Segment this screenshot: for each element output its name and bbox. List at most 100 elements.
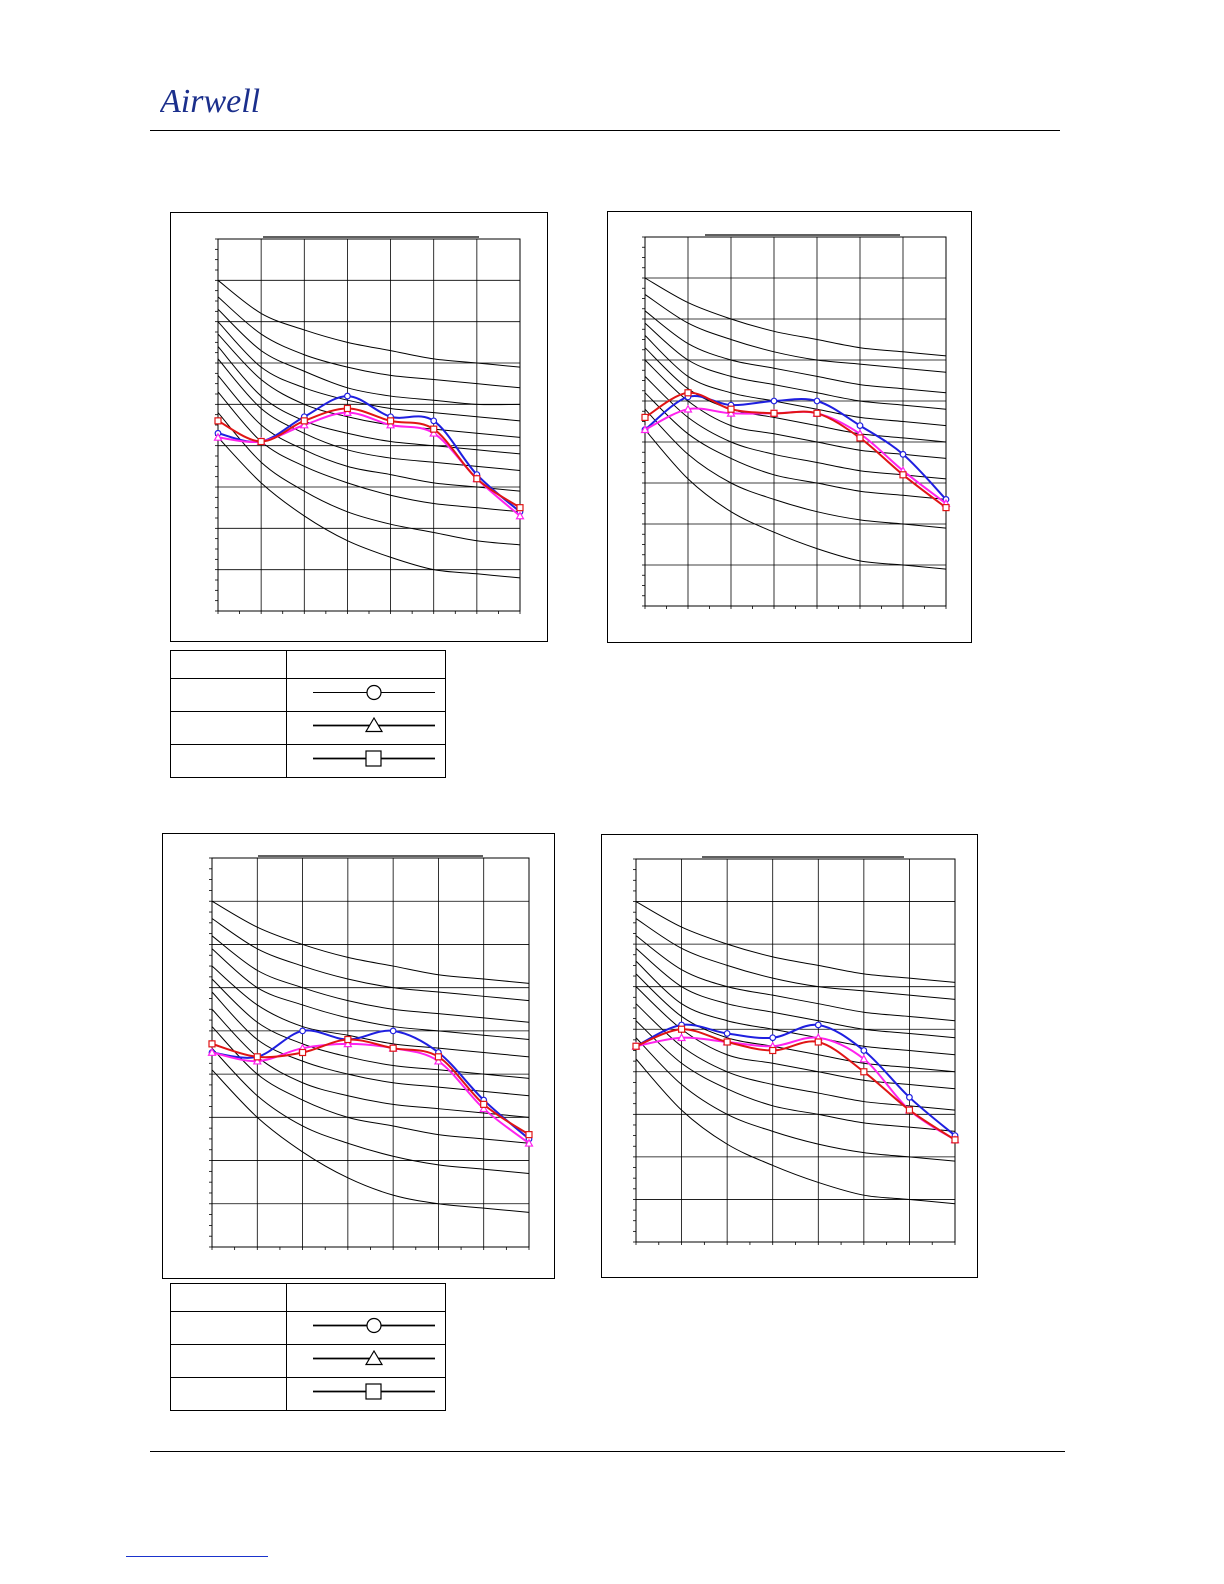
data-point-square: [386, 417, 395, 425]
data-point-triangle: [213, 432, 223, 441]
characteristic-curve: [217, 279, 521, 368]
data-point-square: [516, 504, 524, 512]
characteristic-curve: [217, 308, 521, 406]
legend-row: [170, 744, 446, 778]
characteristic-curve: [217, 412, 521, 546]
chart-panel-top-left: [170, 212, 548, 642]
data-point-square: [814, 1038, 822, 1046]
data-point-circle: [860, 1047, 868, 1054]
series-line-blue: [635, 1023, 956, 1137]
data-point-triangle: [207, 1047, 217, 1056]
plot-area: [217, 238, 521, 612]
legend-label: [170, 711, 287, 745]
series-line-red: [217, 407, 521, 509]
characteristic-curve: [217, 296, 521, 389]
characteristic-curve: [211, 1026, 530, 1144]
data-point-triangle: [677, 1032, 687, 1042]
legend-row: [170, 1377, 446, 1411]
legend-label: [170, 744, 287, 778]
data-point-circle: [769, 1034, 777, 1042]
data-point-triangle: [342, 407, 352, 416]
legend-row: [170, 678, 446, 712]
chart-panel-bottom-right: [601, 834, 978, 1278]
characteristic-curve: [635, 1037, 956, 1162]
data-point-square: [208, 1040, 216, 1048]
data-point-circle: [814, 1021, 822, 1029]
characteristic-curve: [211, 918, 530, 1002]
data-point-square: [257, 437, 265, 446]
data-point-circle: [344, 392, 351, 400]
characteristic-curve: [211, 1047, 530, 1175]
characteristic-curve: [211, 978, 530, 1079]
chart-bottom-right: [631, 856, 960, 1245]
series-line-red: [211, 1038, 530, 1136]
data-point-square: [344, 1035, 352, 1044]
data-point-triangle: [859, 1054, 869, 1063]
data-point-triangle: [252, 1056, 262, 1065]
series-line-red: [635, 1028, 956, 1141]
data-point-square: [951, 1136, 959, 1144]
square-symbol: [313, 750, 435, 767]
footer-rule: [150, 1451, 1065, 1452]
characteristic-curve: [211, 900, 530, 984]
characteristic-curve: [635, 986, 956, 1090]
characteristic-curve: [211, 935, 530, 1023]
data-point-triangle: [343, 1039, 353, 1048]
data-point-square: [677, 1025, 686, 1033]
legend-label: [170, 1311, 287, 1345]
data-point-triangle: [515, 511, 525, 520]
data-point-square: [769, 1046, 777, 1055]
characteristic-curve: [217, 346, 521, 455]
chart-top-right: [640, 234, 951, 609]
circle-symbol: [313, 1317, 435, 1334]
chart-panel-top-right: [607, 211, 972, 643]
data-point-square: [684, 389, 692, 397]
characteristic-curve: [644, 335, 947, 427]
data-point-square: [430, 425, 438, 433]
series-line-blue: [211, 1029, 530, 1140]
data-point-triangle: [479, 1103, 489, 1113]
data-point-square: [389, 1044, 397, 1052]
chart-bottom-left: [207, 855, 534, 1250]
characteristic-curve: [211, 948, 530, 1041]
data-point-square: [300, 417, 308, 425]
chart-top-left: [213, 236, 525, 614]
legend-label: [170, 678, 287, 712]
characteristic-curve: [635, 1020, 956, 1132]
data-point-triangle: [433, 1056, 443, 1065]
data-point-square: [298, 1048, 307, 1057]
data-point-circle: [770, 397, 778, 405]
legend-label: [170, 1344, 287, 1378]
data-point-square: [525, 1131, 533, 1139]
data-point-square: [473, 475, 481, 483]
circle-symbol: [313, 684, 435, 701]
characteristic-curve: [635, 947, 956, 1039]
characteristic-curve: [217, 358, 521, 471]
data-point-circle: [813, 397, 821, 405]
footer-link-underline: [126, 1556, 268, 1557]
characteristic-curve: [635, 960, 956, 1056]
legend-row: [170, 711, 446, 745]
data-point-triangle: [299, 420, 309, 429]
data-point-square: [899, 471, 907, 479]
data-point-circle: [856, 422, 864, 430]
data-point-circle: [389, 1027, 397, 1035]
data-point-triangle: [524, 1138, 534, 1147]
series-line-magenta: [211, 1042, 530, 1145]
data-point-circle: [899, 450, 907, 458]
data-point-circle: [299, 1027, 306, 1035]
characteristic-curve: [217, 333, 521, 438]
data-point-square: [253, 1053, 261, 1061]
characteristic-curve: [211, 991, 530, 1097]
characteristic-curve: [644, 293, 947, 373]
square-symbol: [313, 1383, 435, 1400]
characteristic-curve: [217, 375, 521, 492]
airwell-logo: Airwell: [160, 83, 260, 120]
characteristic-curve: [644, 310, 947, 394]
legend-table-bottom: [170, 1283, 446, 1411]
data-point-triangle: [386, 420, 396, 429]
characteristic-curve: [635, 918, 956, 1000]
characteristic-curve: [644, 359, 947, 459]
data-point-square: [905, 1106, 914, 1114]
data-point-square: [480, 1100, 488, 1108]
